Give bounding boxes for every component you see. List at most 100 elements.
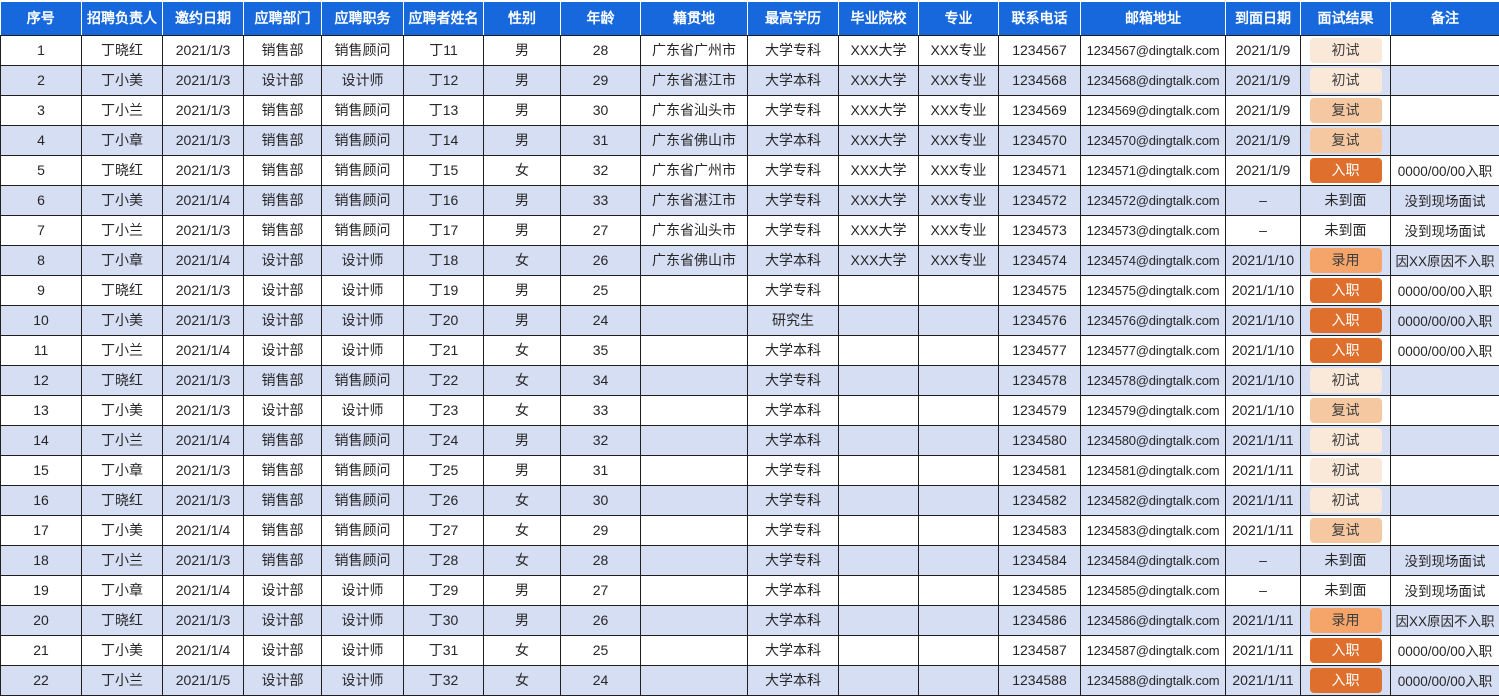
cell-interview-date[interactable]: 2021/1/9 [1225,154,1301,186]
cell-department[interactable]: 设计部 [243,274,322,306]
cell-email[interactable]: 1234573@dingtalk.com [1080,214,1226,246]
cell-applicant-name[interactable]: 丁21 [403,334,484,366]
column-header-phone[interactable]: 联系电话 [998,2,1081,36]
cell-invite-date[interactable]: 2021/1/3 [162,124,244,156]
cell-education[interactable]: 大学专科 [747,274,839,306]
cell-applicant-name[interactable]: 丁25 [403,454,484,486]
cell-applicant-name[interactable]: 丁15 [403,154,484,186]
cell-remark[interactable]: 0000/00/00入职 [1390,334,1499,366]
cell-recruiter[interactable]: 丁小兰 [81,214,163,246]
cell-gender[interactable]: 女 [483,364,561,396]
cell-phone[interactable]: 1234571 [998,154,1081,186]
cell-position[interactable]: 设计师 [321,604,404,636]
cell-index[interactable]: 7 [0,214,82,246]
cell-age[interactable]: 34 [560,364,641,396]
cell-major[interactable] [918,454,999,486]
cell-major[interactable] [918,484,999,516]
cell-school[interactable]: XXX大学 [838,214,919,246]
column-header-remark[interactable]: 备注 [1390,2,1499,36]
column-header-school[interactable]: 毕业院校 [838,2,919,36]
cell-invite-date[interactable]: 2021/1/4 [162,514,244,546]
cell-result[interactable]: 未到面 [1300,574,1391,606]
cell-interview-date[interactable]: 2021/1/11 [1225,664,1301,696]
cell-interview-date[interactable]: – [1225,214,1301,246]
cell-department[interactable]: 销售部 [243,484,322,516]
cell-position[interactable]: 销售顾问 [321,154,404,186]
cell-recruiter[interactable]: 丁小兰 [81,424,163,456]
cell-department[interactable]: 设计部 [243,574,322,606]
cell-email[interactable]: 1234578@dingtalk.com [1080,364,1226,396]
cell-education[interactable]: 大学本科 [747,124,839,156]
cell-major[interactable] [918,304,999,336]
cell-interview-date[interactable]: 2021/1/9 [1225,94,1301,126]
cell-index[interactable]: 13 [0,394,82,426]
cell-recruiter[interactable]: 丁小兰 [81,544,163,576]
cell-recruiter[interactable]: 丁晓红 [81,34,163,66]
cell-major[interactable] [918,664,999,696]
cell-major[interactable]: XXX专业 [918,154,999,186]
cell-phone[interactable]: 1234578 [998,364,1081,396]
cell-position[interactable]: 销售顾问 [321,124,404,156]
cell-remark[interactable] [1390,94,1499,126]
cell-remark[interactable]: 0000/00/00入职 [1390,634,1499,666]
cell-education[interactable]: 大学专科 [747,454,839,486]
cell-major[interactable] [918,514,999,546]
cell-department[interactable]: 设计部 [243,604,322,636]
cell-phone[interactable]: 1234584 [998,544,1081,576]
cell-recruiter[interactable]: 丁小美 [81,184,163,216]
cell-email[interactable]: 1234575@dingtalk.com [1080,274,1226,306]
cell-phone[interactable]: 1234575 [998,274,1081,306]
cell-age[interactable]: 29 [560,514,641,546]
cell-email[interactable]: 1234567@dingtalk.com [1080,34,1226,66]
cell-interview-date[interactable]: – [1225,574,1301,606]
cell-gender[interactable]: 女 [483,244,561,276]
cell-invite-date[interactable]: 2021/1/3 [162,154,244,186]
cell-invite-date[interactable]: 2021/1/3 [162,274,244,306]
cell-interview-date[interactable]: 2021/1/11 [1225,604,1301,636]
cell-age[interactable]: 28 [560,34,641,66]
cell-gender[interactable]: 男 [483,124,561,156]
cell-position[interactable]: 设计师 [321,394,404,426]
cell-position[interactable]: 销售顾问 [321,364,404,396]
cell-interview-date[interactable]: 2021/1/9 [1225,124,1301,156]
cell-age[interactable]: 25 [560,634,641,666]
cell-phone[interactable]: 1234574 [998,244,1081,276]
cell-department[interactable]: 销售部 [243,544,322,576]
cell-recruiter[interactable]: 丁晓红 [81,484,163,516]
cell-result[interactable]: 复试 [1300,394,1391,426]
cell-department[interactable]: 设计部 [243,634,322,666]
cell-gender[interactable]: 女 [483,484,561,516]
cell-education[interactable]: 大学本科 [747,244,839,276]
cell-hometown[interactable] [640,394,748,426]
cell-position[interactable]: 设计师 [321,634,404,666]
cell-gender[interactable]: 女 [483,394,561,426]
cell-recruiter[interactable]: 丁小美 [81,634,163,666]
cell-education[interactable]: 大学本科 [747,664,839,696]
cell-result[interactable]: 入职 [1300,274,1391,306]
cell-major[interactable]: XXX专业 [918,214,999,246]
cell-index[interactable]: 3 [0,94,82,126]
cell-phone[interactable]: 1234576 [998,304,1081,336]
cell-index[interactable]: 16 [0,484,82,516]
cell-education[interactable]: 大学专科 [747,34,839,66]
cell-department[interactable]: 销售部 [243,364,322,396]
column-header-index[interactable]: 序号 [0,2,82,36]
cell-department[interactable]: 销售部 [243,184,322,216]
cell-result[interactable]: 初试 [1300,424,1391,456]
column-header-major[interactable]: 专业 [918,2,999,36]
cell-email[interactable]: 1234586@dingtalk.com [1080,604,1226,636]
cell-major[interactable] [918,544,999,576]
cell-hometown[interactable]: 广东省汕头市 [640,94,748,126]
cell-position[interactable]: 销售顾问 [321,424,404,456]
cell-education[interactable]: 大学专科 [747,364,839,396]
cell-interview-date[interactable]: 2021/1/9 [1225,34,1301,66]
cell-applicant-name[interactable]: 丁16 [403,184,484,216]
cell-index[interactable]: 10 [0,304,82,336]
cell-age[interactable]: 24 [560,664,641,696]
cell-remark[interactable]: 没到现场面试 [1390,544,1499,576]
cell-result[interactable]: 录用 [1300,604,1391,636]
cell-phone[interactable]: 1234587 [998,634,1081,666]
cell-age[interactable]: 30 [560,484,641,516]
cell-age[interactable]: 35 [560,334,641,366]
cell-age[interactable]: 33 [560,184,641,216]
